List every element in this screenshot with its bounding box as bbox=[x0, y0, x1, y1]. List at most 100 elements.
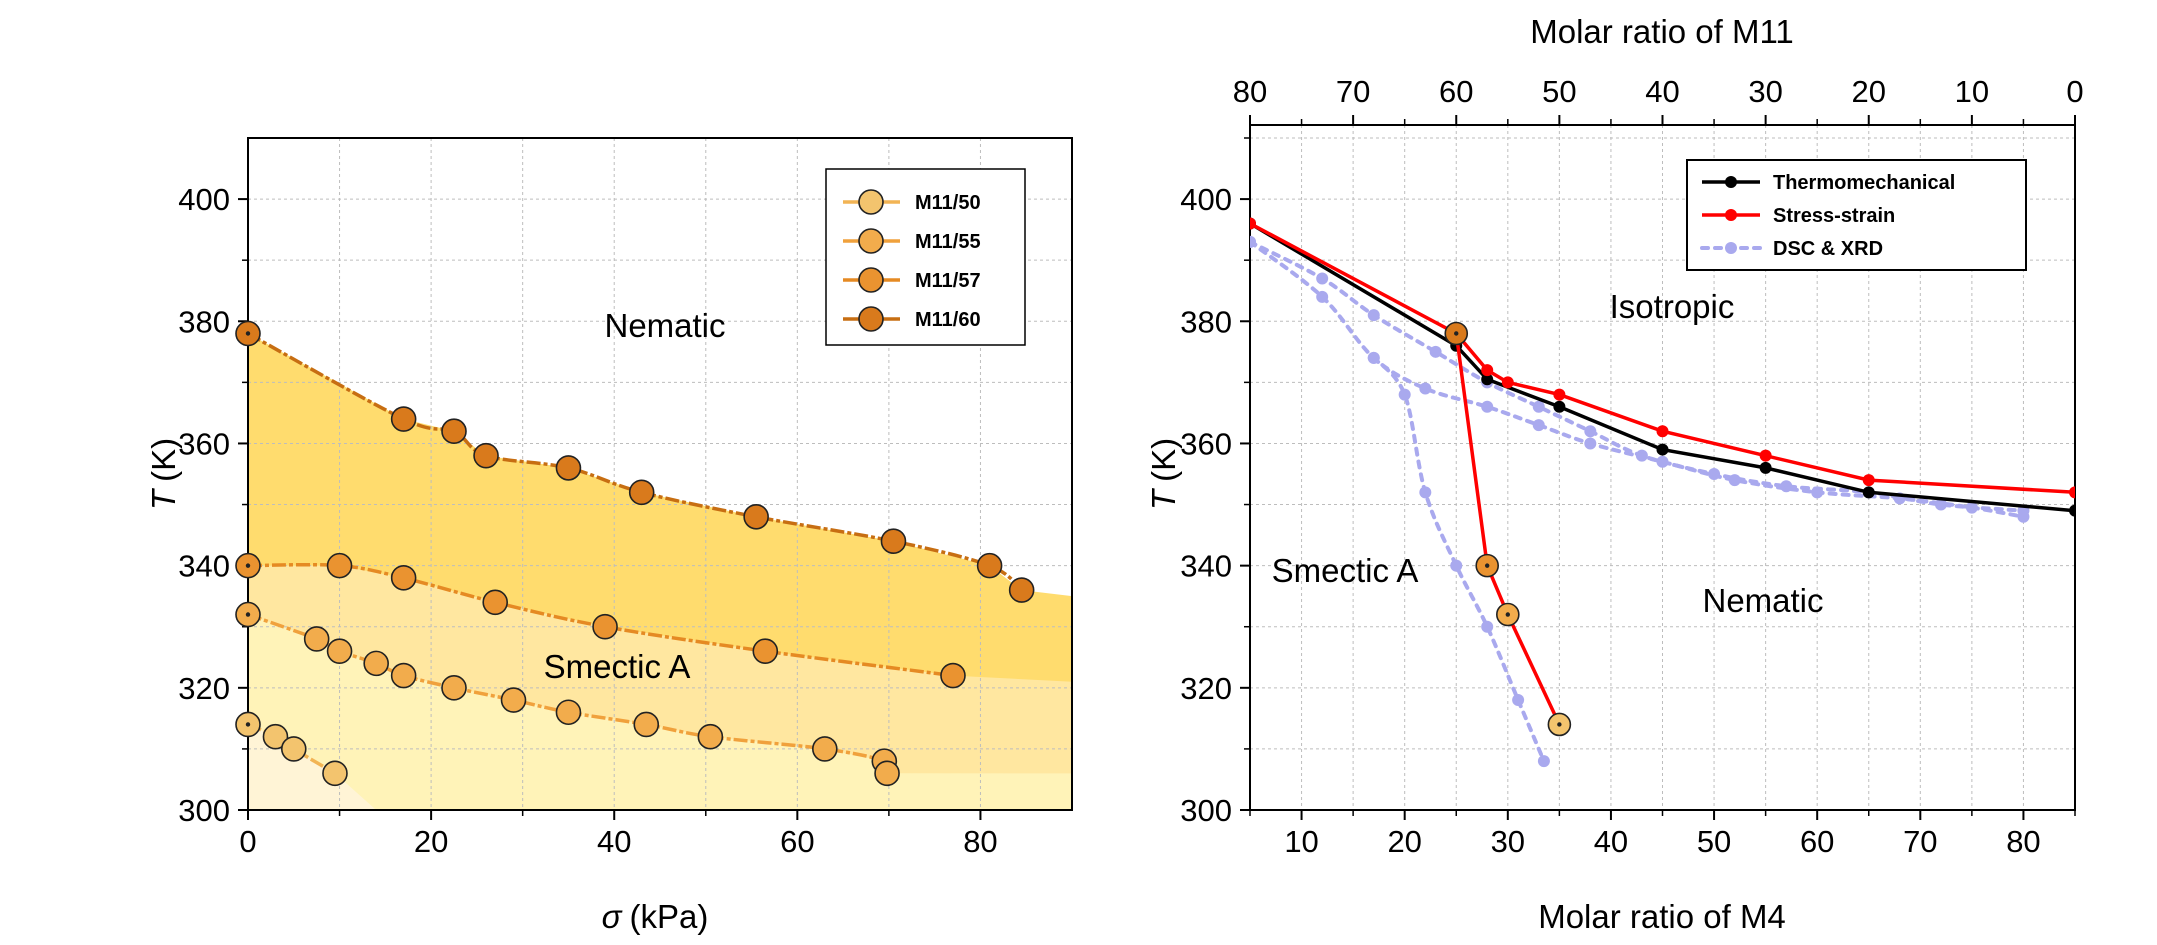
left-series-point bbox=[280, 736, 307, 762]
left-x-axis-title: σ (kPa) bbox=[602, 898, 709, 935]
left-smectic-label: Smectic A bbox=[544, 648, 691, 685]
left-series-point bbox=[752, 638, 779, 664]
left-series-point bbox=[592, 613, 618, 640]
right-series-line bbox=[1250, 221, 2075, 513]
right-y-tick-label: 340 bbox=[1180, 549, 1232, 584]
right-dsc-point bbox=[1512, 694, 1525, 707]
right-dsc-point bbox=[1965, 501, 1978, 514]
right-overlay-dot bbox=[1557, 722, 1562, 727]
right-dsc-point bbox=[1419, 486, 1432, 499]
left-axis-ticks: 0 20 40 60 80 300 320 340 360 380 400 bbox=[178, 182, 997, 859]
right-legend-swatch-marker bbox=[1725, 176, 1737, 188]
right-series-point bbox=[1501, 376, 1514, 389]
right-series-group bbox=[1250, 235, 2030, 523]
right-legend-label: Stress-strain bbox=[1773, 205, 1895, 227]
left-x-tick-label: 20 bbox=[414, 824, 448, 859]
left-legend-swatch-marker bbox=[858, 267, 884, 293]
left-series-group bbox=[235, 320, 1035, 603]
left-legend-swatch-marker bbox=[858, 189, 884, 215]
right-x-tick-label: 80 bbox=[2006, 824, 2040, 859]
right-x-tick-label: 50 bbox=[1697, 824, 1731, 859]
right-legend-swatch-marker bbox=[1725, 242, 1737, 254]
right-dsc-point bbox=[1584, 425, 1597, 438]
left-series-group bbox=[235, 552, 966, 689]
right-series-layer bbox=[1250, 217, 2075, 768]
left-series-point bbox=[555, 699, 582, 726]
left-x-axis-unit: (kPa) bbox=[630, 898, 709, 935]
left-series-point bbox=[326, 552, 353, 579]
right-legend-swatch-marker bbox=[1725, 209, 1737, 221]
left-series-point bbox=[628, 479, 655, 506]
right-y-tick-label: 400 bbox=[1180, 182, 1232, 217]
left-x-tick-label: 0 bbox=[239, 824, 256, 859]
right-legend-label: Thermomechanical bbox=[1773, 172, 1955, 194]
left-series-point bbox=[555, 455, 582, 481]
right-top-tick-label: 60 bbox=[1439, 74, 1473, 109]
left-series-point bbox=[811, 736, 838, 762]
right-dsc-point bbox=[1537, 755, 1550, 768]
right-x-tick-label: 30 bbox=[1491, 824, 1525, 859]
left-y-axis-title: T (K) bbox=[145, 438, 182, 510]
left-x-tick-label: 60 bbox=[780, 824, 814, 859]
right-dsc-point bbox=[1367, 309, 1380, 322]
right-top-tick-label: 80 bbox=[1233, 74, 1267, 109]
right-dsc-line bbox=[1250, 239, 2026, 519]
left-y-tick-label: 320 bbox=[178, 671, 230, 706]
right-y-axis-symbol: T bbox=[1145, 487, 1182, 510]
left-series-point bbox=[482, 589, 509, 616]
right-y-tick-label: 380 bbox=[1180, 304, 1232, 339]
left-series-point bbox=[303, 626, 330, 652]
right-y-tick-label: 300 bbox=[1180, 793, 1232, 828]
right-top-tick-label: 40 bbox=[1645, 74, 1679, 109]
right-series-point bbox=[1656, 443, 1669, 456]
right-dsc-point bbox=[1316, 290, 1329, 303]
right-legend: Thermomechanical Stress-strain DSC & XRD bbox=[1686, 159, 2027, 271]
left-series-point bbox=[697, 723, 724, 750]
left-x-tick-label: 40 bbox=[597, 824, 631, 859]
left-series-point bbox=[874, 760, 900, 787]
right-top-tick-label: 30 bbox=[1748, 74, 1782, 109]
right-dsc-point bbox=[1429, 345, 1442, 358]
right-chart-panel: 10 20 30 40 50 60 70 80 80 70 60 50 40 30 20 10 0 300 320 3… bbox=[1145, 13, 2084, 935]
left-series-start-dot bbox=[245, 612, 251, 617]
right-top-tick-label: 10 bbox=[1955, 74, 1989, 109]
left-series-start-dot bbox=[245, 722, 251, 727]
right-x-tick-label: 10 bbox=[1284, 824, 1318, 859]
left-series-start-dot bbox=[245, 563, 251, 568]
left-series-point bbox=[976, 552, 1003, 579]
right-top-tick-label: 50 bbox=[1542, 74, 1576, 109]
left-series-point bbox=[940, 662, 966, 689]
left-series-point bbox=[390, 565, 417, 591]
left-phase-fill bbox=[248, 614, 1072, 810]
right-series-point bbox=[1250, 217, 1256, 230]
left-phase-fill bbox=[248, 724, 1072, 810]
left-legend: M11/50 M11/55 M11/57 M11/60 bbox=[825, 168, 1026, 346]
left-series-point bbox=[326, 638, 353, 664]
right-axis-ticks: 10 20 30 40 50 60 70 80 80 70 60 50 40 30 20 10 0 300 320 3… bbox=[1180, 74, 2083, 859]
right-dsc-point bbox=[1250, 235, 1256, 248]
left-y-tick-label: 400 bbox=[178, 182, 230, 217]
left-series-point bbox=[441, 675, 467, 701]
right-x-tick-label: 70 bbox=[1903, 824, 1937, 859]
right-series-point bbox=[2069, 504, 2075, 517]
left-series-point bbox=[441, 418, 467, 445]
left-y-tick-label: 360 bbox=[178, 426, 230, 461]
right-series-point bbox=[1553, 388, 1566, 401]
right-dsc-point bbox=[1728, 474, 1741, 487]
right-dsc-point bbox=[1316, 272, 1329, 285]
right-series-point bbox=[1759, 449, 1772, 462]
left-series-point bbox=[390, 662, 417, 689]
right-x-axis-title: Molar ratio of M4 bbox=[1538, 898, 1786, 935]
left-series-point bbox=[363, 650, 389, 677]
right-dsc-point bbox=[1584, 437, 1597, 450]
right-series-point bbox=[1862, 486, 1875, 499]
left-series-point bbox=[322, 760, 348, 787]
right-dsc-point bbox=[1481, 620, 1494, 633]
left-x-axis-symbol: σ bbox=[602, 898, 623, 935]
right-dsc-point bbox=[1532, 400, 1545, 413]
right-y-tick-label: 360 bbox=[1180, 426, 1232, 461]
right-nematic-label: Nematic bbox=[1702, 582, 1823, 619]
right-series-point bbox=[1481, 373, 1494, 386]
right-isotropic-label: Isotropic bbox=[1610, 288, 1735, 325]
